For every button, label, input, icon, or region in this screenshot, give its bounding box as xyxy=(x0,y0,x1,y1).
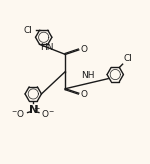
Text: NH: NH xyxy=(81,71,94,80)
Text: +: + xyxy=(33,104,39,113)
Text: O$^{-}$: O$^{-}$ xyxy=(41,108,55,119)
Text: HN: HN xyxy=(40,43,54,52)
Text: O: O xyxy=(81,45,87,54)
Text: $^{-}$O: $^{-}$O xyxy=(11,108,25,119)
Text: O: O xyxy=(81,91,87,100)
Text: Cl: Cl xyxy=(123,54,132,63)
Text: N: N xyxy=(29,105,38,115)
Text: Cl: Cl xyxy=(23,26,32,35)
